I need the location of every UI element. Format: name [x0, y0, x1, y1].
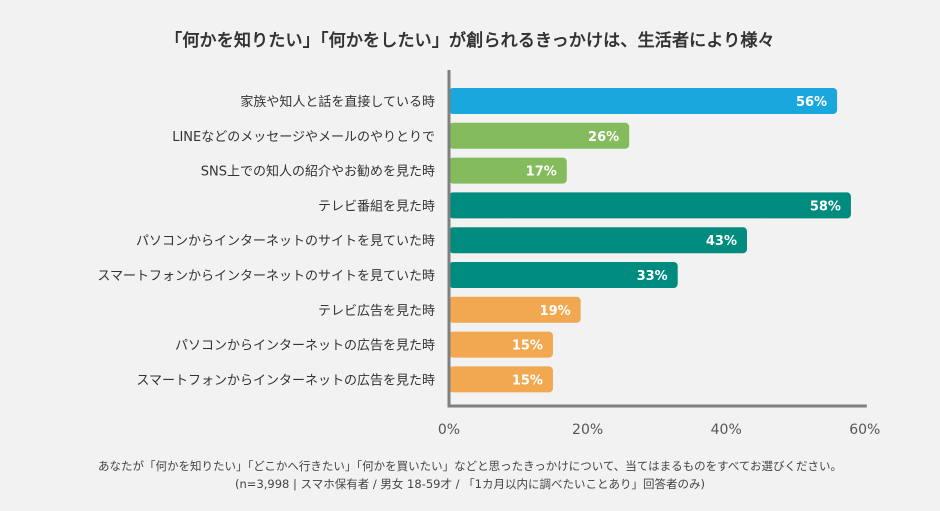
value-label: 33% — [637, 269, 668, 284]
category-label: SNS上での知人の紹介やお勧めを見た時 — [201, 164, 435, 180]
bar — [449, 88, 838, 114]
category-label: パソコンからインターネットの広告を見た時 — [175, 339, 435, 354]
x-tick-label: 20% — [572, 422, 603, 438]
category-label: テレビ広告を見た時 — [318, 304, 435, 319]
category-label: LINEなどのメッセージやメールのやりとりで — [172, 130, 435, 145]
x-tick-label: 0% — [438, 422, 460, 438]
value-label: 15% — [512, 339, 543, 354]
chart-title: 「何かを知りたい」「何かをしたい」が創られるきっかけは、生活者により様々 — [165, 31, 775, 51]
value-label: 17% — [526, 165, 557, 180]
category-label: パソコンからインターネットのサイトを見ていた時 — [136, 234, 435, 249]
bar — [449, 192, 851, 219]
value-label: 19% — [540, 304, 571, 319]
category-label: スマートフォンからインターネットのサイトを見ていた時 — [97, 269, 435, 284]
bar — [449, 331, 553, 358]
x-tick-label: 60% — [849, 422, 880, 438]
bar — [449, 157, 567, 184]
footnote-question: あなたが「何かを知りたい」「どこかへ行きたい」「何かを買いたい」などと思ったきっ… — [98, 459, 842, 473]
x-tick-label: 40% — [711, 422, 742, 438]
category-label: スマートフォンからインターネットの広告を見た時 — [136, 373, 435, 388]
bar — [449, 227, 747, 254]
footnote-sample: (n=3,998 | スマホ保有者 / 男女 18-59才 / 「1カ月以内に調… — [235, 477, 705, 491]
category-label: 家族や知人と話を直接している時 — [240, 94, 435, 110]
category-label: テレビ番組を見た時 — [318, 199, 435, 214]
value-label: 56% — [796, 95, 827, 110]
bar — [449, 296, 581, 323]
value-label: 43% — [706, 234, 737, 249]
bar — [449, 122, 630, 149]
value-label: 26% — [588, 130, 619, 145]
bar — [449, 262, 678, 288]
value-label: 58% — [810, 199, 841, 214]
value-label: 15% — [512, 373, 543, 388]
bar — [449, 366, 553, 393]
